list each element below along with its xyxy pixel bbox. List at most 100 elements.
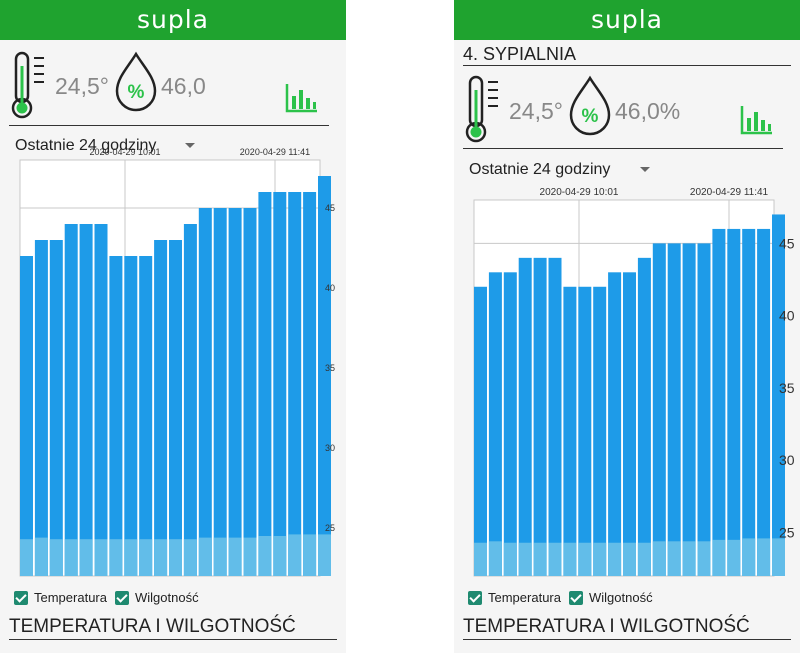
- temperature-bar: [243, 537, 257, 576]
- humidity-bar: [593, 286, 607, 576]
- temperature-bar: [488, 541, 502, 576]
- temperature-checkbox[interactable]: [14, 590, 28, 605]
- temperature-bar: [169, 539, 182, 576]
- humidity-bar: [64, 224, 78, 576]
- humidity-bar: [109, 256, 123, 576]
- y-tick-label: 35: [779, 380, 795, 396]
- y-tick-label: 30: [779, 452, 795, 468]
- y-tick-label: 40: [779, 308, 795, 324]
- thermometer-icon: [10, 50, 50, 127]
- temperature-value: 24,5°: [509, 98, 563, 124]
- humidity-bar: [697, 243, 711, 576]
- divider: [463, 148, 783, 149]
- humidity-bar: [34, 240, 48, 576]
- y-tick-label: 35: [325, 363, 335, 373]
- humidity-checkbox[interactable]: [114, 590, 129, 605]
- app-bar-title: supla: [0, 0, 346, 40]
- temperature-bar: [652, 541, 666, 576]
- humidity-chart: 25 30 35 40 45 2020-04-29 10:01 2020-04-29 11:…: [473, 187, 795, 577]
- humidity-drop-icon: %: [113, 51, 159, 118]
- range-selector[interactable]: Ostatnie 24 godziny: [15, 137, 157, 154]
- y-tick-label: 40: [325, 283, 335, 293]
- dropdown-arrow-icon[interactable]: [185, 143, 195, 148]
- temperature-bar: [64, 539, 78, 576]
- divider: [9, 125, 329, 126]
- y-tick-label: 45: [325, 203, 335, 213]
- temperature-bar: [623, 542, 636, 576]
- temperature-checkbox[interactable]: [468, 590, 482, 605]
- temperature-bar: [288, 534, 302, 576]
- humidity-bar: [772, 214, 785, 576]
- humidity-bar: [474, 286, 487, 576]
- temperature-bar: [183, 539, 197, 576]
- humidity-bar: [712, 228, 726, 576]
- temperature-bar: [772, 538, 785, 576]
- chart-icon[interactable]: [285, 82, 319, 119]
- humidity-checkbox[interactable]: [568, 590, 583, 605]
- temperature-bar: [79, 539, 93, 576]
- humidity-bar: [757, 228, 771, 576]
- y-tick-label: 25: [325, 523, 335, 533]
- legend-humidity-label: Wilgotność: [134, 590, 199, 605]
- humidity-bar: [228, 208, 242, 576]
- temperature-bar: [697, 541, 711, 576]
- temperature-bar: [608, 542, 622, 576]
- temperature-bar: [474, 542, 487, 576]
- legend-humidity[interactable]: Wilgotność: [568, 590, 653, 605]
- temperature-bar: [109, 539, 123, 576]
- humidity-bar: [608, 272, 622, 576]
- section-title: TEMPERATURA I WILGOTNOŚĆ: [9, 616, 296, 637]
- time-label: 2020-04-29 10:01: [89, 147, 160, 157]
- temperature-bar: [727, 539, 741, 576]
- temperature-bar: [757, 538, 771, 576]
- humidity-bar: [533, 257, 547, 576]
- humidity-bar: [79, 224, 93, 576]
- humidity-bar: [183, 224, 197, 576]
- temperature-bar: [593, 542, 607, 576]
- legend-humidity-label: Wilgotność: [588, 590, 653, 605]
- temperature-bar: [578, 542, 592, 576]
- section-divider: [9, 639, 337, 640]
- legend-temperature[interactable]: Temperatura: [468, 590, 561, 605]
- y-tick-label: 45: [779, 235, 795, 251]
- humidity-bar: [169, 240, 182, 576]
- humidity-bar: [94, 224, 108, 576]
- temperature-bar: [228, 537, 242, 576]
- humidity-bar: [154, 240, 168, 576]
- humidity-bar: [213, 208, 227, 576]
- temperature-bar: [213, 537, 227, 576]
- humidity-bar: [273, 192, 287, 576]
- temperature-bar: [667, 541, 681, 576]
- time-label: 2020-04-29 10:01: [540, 187, 619, 198]
- humidity-chart: 25 30 35 40 45 2020-04-29 10:01 2020-04-29 11:…: [19, 147, 335, 577]
- humidity-bar: [303, 192, 317, 576]
- humidity-bar: [288, 192, 302, 576]
- section-title: TEMPERATURA I WILGOTNOŚĆ: [463, 616, 750, 637]
- humidity-bar: [139, 256, 153, 576]
- temperature-value: 24,5°: [55, 73, 109, 99]
- temperature-bar: [124, 539, 138, 576]
- temperature-bar: [154, 539, 168, 576]
- humidity-bar: [198, 208, 212, 576]
- chart-icon[interactable]: [740, 104, 774, 141]
- humidity-bar: [318, 176, 331, 576]
- temperature-bar: [20, 539, 33, 576]
- humidity-bar: [503, 272, 517, 576]
- dropdown-arrow-icon[interactable]: [640, 167, 650, 172]
- temperature-bar: [637, 542, 651, 576]
- humidity-bar: [563, 286, 577, 576]
- temperature-bar: [318, 534, 331, 576]
- range-selector[interactable]: Ostatnie 24 godziny: [469, 161, 611, 178]
- chart-legend: Temperatura Wilgotność: [468, 590, 661, 605]
- legend-temperature-label: Temperatura: [34, 590, 107, 605]
- right-panel: supla 4. SYPIALNIA 24,5° % 46,0%: [454, 0, 800, 653]
- humidity-bar: [652, 243, 666, 576]
- temperature-bar: [273, 536, 287, 576]
- temperature-bar: [712, 539, 726, 576]
- legend-humidity[interactable]: Wilgotność: [114, 590, 199, 605]
- legend-temperature[interactable]: Temperatura: [14, 590, 107, 605]
- temperature-bar: [533, 542, 547, 576]
- app-bar-title: supla: [454, 0, 800, 40]
- svg-text:%: %: [128, 82, 145, 103]
- humidity-drop-icon: %: [567, 75, 613, 142]
